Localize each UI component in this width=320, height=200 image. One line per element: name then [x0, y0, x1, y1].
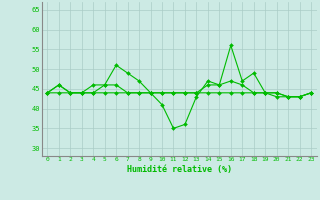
X-axis label: Humidité relative (%): Humidité relative (%)	[127, 165, 232, 174]
